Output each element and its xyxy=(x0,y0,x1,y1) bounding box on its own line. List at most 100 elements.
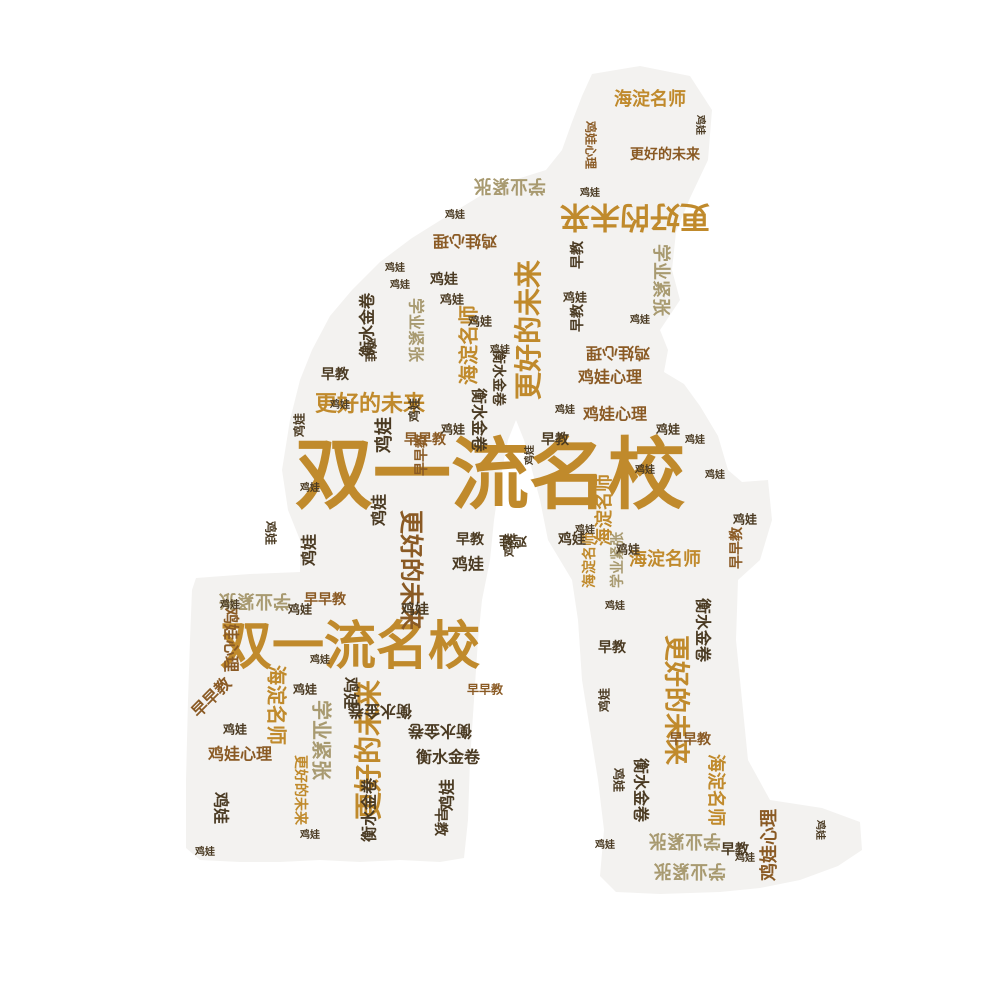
word: 海淀名师 xyxy=(581,532,598,588)
word: 鸡娃 xyxy=(439,292,464,307)
word: 鸡娃 xyxy=(407,398,422,423)
word: 鸡娃 xyxy=(212,791,231,824)
word: 双一流名校 xyxy=(220,617,480,677)
word: 鸡娃 xyxy=(438,779,457,812)
word: 鸡娃 xyxy=(370,494,389,527)
word: 早教 xyxy=(569,240,586,269)
word: 鸡娃 xyxy=(440,422,465,437)
word: 早早教 xyxy=(304,591,347,608)
word: 鸡娃心理 xyxy=(207,745,272,764)
word: 鸡娃心理 xyxy=(584,120,599,169)
word: 更好的未来 xyxy=(315,391,426,417)
word: 早教 xyxy=(321,366,350,383)
word: 鸡娃 xyxy=(557,531,586,548)
word: 学业紧张 xyxy=(310,700,334,781)
word: 鸡娃心理 xyxy=(222,607,241,672)
word: 鸡娃 xyxy=(655,422,680,437)
word: 鸡娃 xyxy=(451,555,484,574)
word: 海淀名师 xyxy=(265,665,289,745)
word: 鸡娃 xyxy=(597,688,612,713)
word: 鸡娃 xyxy=(292,413,307,438)
word: 鸡娃 xyxy=(615,542,640,557)
word: 学业紧张 xyxy=(218,590,291,612)
word: 鸡娃 xyxy=(523,445,536,466)
word: 鸡娃心理 xyxy=(577,368,642,387)
word: 更好的未来 xyxy=(560,199,710,234)
word: 鸡娃 xyxy=(300,534,319,567)
word: 鸡娃 xyxy=(489,343,510,356)
word: 鸡娃 xyxy=(373,417,395,454)
word: 早早教 xyxy=(404,431,447,448)
word: 鸡娃 xyxy=(499,532,528,549)
word: 鸡娃 xyxy=(342,676,361,709)
word: 鸡娃心理 xyxy=(433,232,498,251)
thinker-silhouette xyxy=(186,66,862,894)
word: 海淀名师 xyxy=(705,754,727,826)
word: 鸡娃 xyxy=(554,403,575,416)
word: 早教 xyxy=(721,841,750,858)
word: 更好的未来 xyxy=(630,146,701,163)
word: 海淀名师 xyxy=(629,548,701,570)
word: 学业紧张 xyxy=(609,531,626,588)
word: 鸡娃 xyxy=(732,512,757,527)
word: 更好的未来 xyxy=(661,635,692,766)
word: 衡水金卷 xyxy=(360,777,379,842)
word: 鸡娃 xyxy=(684,433,705,446)
word: 鸡娃 xyxy=(694,114,707,135)
word: 鸡娃 xyxy=(612,767,627,792)
word: 双一流名校 xyxy=(295,430,685,520)
word: 海淀名师 xyxy=(593,474,615,546)
word: 鸡娃 xyxy=(502,533,517,558)
word: 鸡娃 xyxy=(299,828,320,841)
word: 鸡娃 xyxy=(364,337,379,362)
word: 鸡娃 xyxy=(299,481,320,494)
word: 鸡娃 xyxy=(384,261,405,274)
word: 衡水金卷 xyxy=(416,748,481,767)
word: 鸡娃 xyxy=(429,271,458,288)
word: 更好的未来 xyxy=(292,755,309,826)
word: 鸡娃 xyxy=(194,845,215,858)
word: 衡水金卷 xyxy=(632,758,651,823)
word: 鸡娃 xyxy=(634,463,655,476)
word: 海淀名师 xyxy=(614,88,686,110)
word: 早教 xyxy=(456,531,485,548)
word: 海淀名师 xyxy=(457,305,481,385)
word: 鸡娃 xyxy=(329,398,350,411)
word: 鸡娃心理 xyxy=(758,809,780,882)
word: 鸡娃 xyxy=(594,838,615,851)
word: 更好的未来 xyxy=(512,260,545,400)
word: 早教 xyxy=(432,808,449,837)
word: 鸡娃 xyxy=(400,601,429,618)
words-layer: 双一流名校双一流名校更好的未来更好的未来更好的未来更好的未来更好的未来更好的未来… xyxy=(188,88,827,882)
word: 鸡娃 xyxy=(604,599,625,612)
word: 早早教 xyxy=(467,682,504,697)
word: 衡水金卷 xyxy=(407,722,472,741)
word: 衡水金卷 xyxy=(694,598,713,663)
word: 更好的未来 xyxy=(397,510,425,631)
word: 早教 xyxy=(598,639,627,656)
word: 衡水金卷 xyxy=(490,350,507,407)
word: 鸡娃 xyxy=(292,682,317,697)
word: 学业紧张 xyxy=(407,298,426,363)
word: 早教 xyxy=(541,431,570,448)
word: 鸡娃心理 xyxy=(586,344,651,363)
word: 衡水金卷 xyxy=(358,292,377,357)
word: 更好的未来 xyxy=(352,680,385,820)
word: 早教 xyxy=(569,303,586,332)
word: 鸡娃 xyxy=(562,290,587,305)
word: 鸡娃 xyxy=(579,186,600,199)
word: 学业紧张 xyxy=(473,175,546,197)
word: 衡水金卷 xyxy=(470,388,489,453)
word: 鸡娃 xyxy=(309,653,330,666)
word: 鸡娃 xyxy=(574,523,595,536)
word: 鸡娃 xyxy=(222,722,247,737)
word: 学业紧张 xyxy=(653,860,726,882)
word: 早早教 xyxy=(728,526,745,569)
word: 鸡娃 xyxy=(467,314,492,329)
word: 鸡娃 xyxy=(287,602,312,617)
word: 鸡娃 xyxy=(734,851,755,864)
word: 学业紧张 xyxy=(650,244,672,317)
word: 鸡娃 xyxy=(444,208,465,221)
word: 鸡娃 xyxy=(629,313,650,326)
